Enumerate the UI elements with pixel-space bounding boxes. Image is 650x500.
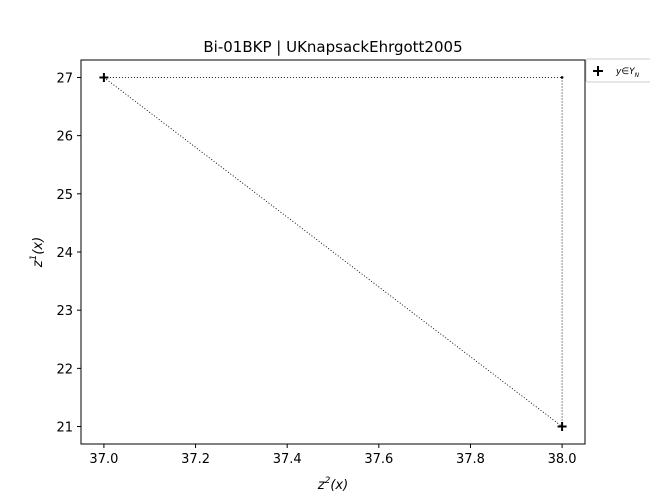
y-axis-ticks: 21 22 23 24 25 26 27 xyxy=(56,71,81,436)
y-tick-label: 25 xyxy=(56,188,73,203)
legend-entry-label: y∈YN xyxy=(615,67,640,79)
y-tick-label: 27 xyxy=(56,71,73,86)
legend-plus-marker xyxy=(593,66,603,76)
y-tick-label: 22 xyxy=(56,362,73,377)
x-tick-label: 37.4 xyxy=(273,452,302,467)
y-tick-label: 23 xyxy=(56,304,73,319)
x-tick-label: 38.0 xyxy=(548,452,577,467)
x-tick-label: 37.6 xyxy=(364,452,393,467)
legend: y∈YN xyxy=(585,58,650,83)
data-point-1 xyxy=(557,422,567,432)
x-axis-label: z2(x) xyxy=(317,476,348,493)
x-tick-label: 37.8 xyxy=(456,452,485,467)
x-tick-label: 37.0 xyxy=(89,452,118,467)
dotted-line-0 xyxy=(103,77,563,427)
y-tick-label: 24 xyxy=(56,246,73,261)
y-tick-label: 21 xyxy=(56,421,73,436)
y-tick-label: 26 xyxy=(56,130,73,145)
plot-marks xyxy=(99,72,567,432)
x-axis-ticks: 37.0 37.2 37.4 37.6 37.8 38.0 xyxy=(89,444,577,467)
chart-title: Bi-01BKP | UKnapsackEhrgott2005 xyxy=(203,38,462,56)
nadir-point xyxy=(560,76,564,79)
legend-box xyxy=(585,58,650,83)
data-point-0 xyxy=(99,72,109,82)
y-axis-label: z1(x) xyxy=(29,237,46,268)
x-tick-label: 37.2 xyxy=(181,452,210,467)
